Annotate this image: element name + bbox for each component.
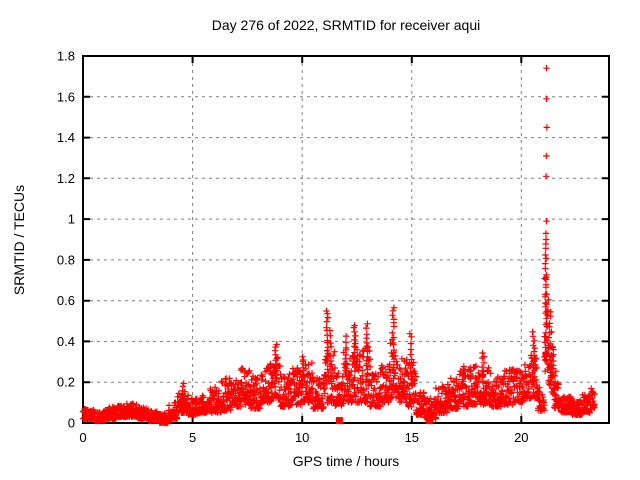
y-tick-label: 1: [68, 212, 75, 227]
y-tick-label: 1.6: [57, 89, 75, 104]
srmtid-plus-markers: [79, 65, 598, 427]
x-tick-label: 15: [405, 430, 419, 445]
event-square-marker: [335, 417, 343, 425]
y-tick-label: 0.8: [57, 252, 75, 267]
x-tick-label: 5: [189, 430, 196, 445]
y-tick-label: 1.2: [57, 171, 75, 186]
scatter-points: [79, 65, 598, 427]
y-tick-label: 1.4: [57, 130, 75, 145]
chart-title: Day 276 of 2022, SRMTID for receiver aqu…: [211, 17, 481, 33]
y-tick-label: 0.6: [57, 293, 75, 308]
x-tick-label: 20: [514, 430, 528, 445]
x-tick-label: 0: [79, 430, 86, 445]
grid-lines: [83, 56, 609, 423]
x-axis-label: GPS time / hours: [292, 453, 400, 469]
axis-tick-labels: 0 5 10 15 20 0 0.2 0.4 0.6 0.8 1 1.2 1.4 1.6 1.8: [57, 49, 529, 446]
plot-border: [82, 55, 610, 424]
y-tick-label: 0.2: [57, 375, 75, 390]
x-tick-label: 10: [295, 430, 309, 445]
y-tick-label: 0: [68, 416, 75, 431]
y-tick-label: 1.8: [57, 49, 75, 64]
y-tick-label: 0.4: [57, 334, 75, 349]
